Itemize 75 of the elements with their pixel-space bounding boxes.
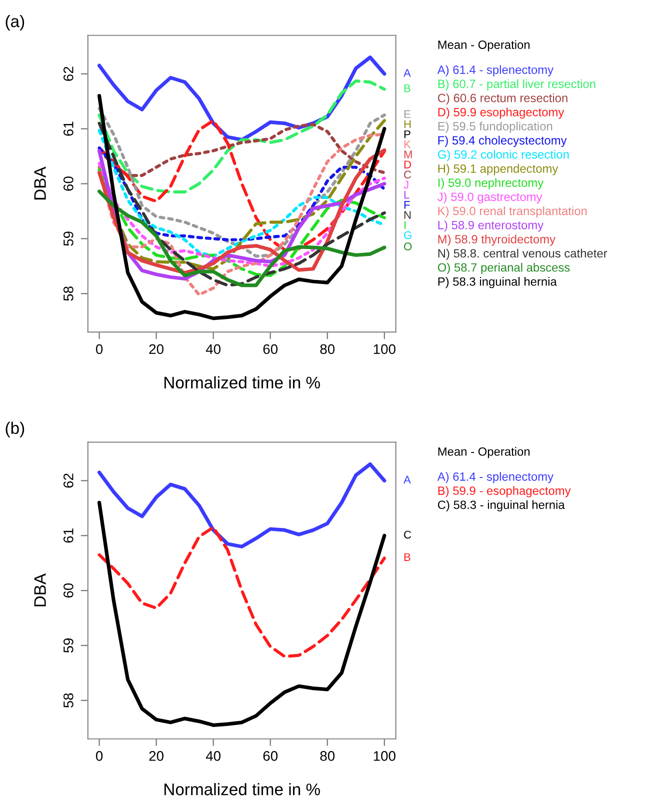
text: L [404, 190, 410, 199]
y-tick-label: 61 [64, 528, 74, 543]
y-tick-label: 58 [64, 693, 74, 708]
text: P [404, 130, 410, 138]
x-tick-label: 40 [206, 751, 221, 761]
text: J) 59.0 gastrectomy [438, 192, 542, 204]
text: A [404, 476, 411, 484]
x-tick-label: 80 [320, 344, 335, 354]
text: O) 58.7 perianal abscess [438, 262, 570, 274]
text: L) 58.9 enterostomy [438, 220, 544, 232]
text: D [404, 160, 411, 168]
text: H) 59.1 appendectomy [438, 164, 558, 176]
y-tick-label: 62 [64, 474, 74, 488]
text: C [404, 530, 412, 539]
x-tick-label: 60 [263, 751, 278, 761]
text: A) 61.4 - splenectomy [437, 472, 554, 484]
x-tick-label: 0 [96, 751, 103, 761]
line-series [98, 79, 386, 194]
x-axis-title: Normalized time in % [164, 376, 320, 388]
text: I [404, 221, 406, 229]
y-tick-label: 59 [64, 638, 74, 653]
text: M) 58.9 thyroidectomy [438, 234, 556, 246]
line-series [98, 526, 386, 658]
line-series [98, 146, 386, 242]
text: B) 59.9 - esophagectomy [438, 486, 571, 498]
line-series [97, 462, 386, 548]
legend-title: Mean - Operation [438, 40, 530, 52]
text: E [404, 110, 410, 118]
text: A) 61.4 - splenectomy [437, 65, 554, 76]
chart-title: (a) [6, 14, 24, 30]
x-axis-title: Normalized time in % [164, 783, 320, 796]
text: J [404, 180, 408, 189]
y-tick-label: 60 [64, 176, 74, 191]
y-axis-title: DBA [34, 166, 46, 200]
y-tick-label: 58 [64, 286, 74, 301]
text: F) 59.4 cholecystectomy [438, 136, 567, 147]
text: N) 58.8. central venous catheter [438, 248, 608, 260]
text: E) 59.5 fundoplication [438, 122, 552, 133]
x-tick-label: 100 [374, 344, 396, 354]
x-tick-label: 60 [263, 344, 278, 354]
text: K [404, 140, 411, 148]
x-tick-label: 100 [374, 751, 396, 761]
text: F [404, 201, 410, 209]
text: P) 58.3 inguinal hernia [438, 277, 557, 288]
y-tick-label: 61 [64, 122, 74, 136]
legend-title: Mean - Operation [438, 447, 530, 458]
text: B [404, 553, 410, 561]
x-tick-label: 20 [149, 751, 164, 761]
y-tick-label: 62 [64, 66, 74, 81]
text: D) 59.9 esophagectomy [438, 108, 564, 119]
y-tick-label: 59 [64, 232, 74, 246]
text: B [404, 84, 410, 92]
text: B) 60.7 - partial liver resection [438, 79, 596, 90]
x-tick-label: 80 [320, 751, 335, 761]
chart-title: (b) [6, 422, 24, 438]
x-tick-label: 20 [149, 344, 164, 354]
text: A [404, 69, 411, 77]
text: O [404, 242, 412, 250]
text: C) 60.6 rectum resection [438, 93, 568, 105]
y-axis-title: DBA [34, 573, 46, 606]
text: G [404, 231, 412, 240]
text: N [404, 211, 411, 219]
text: M [404, 150, 412, 158]
text: C [404, 170, 412, 179]
text: H [404, 120, 411, 128]
line-series [97, 190, 386, 288]
x-tick-label: 0 [96, 344, 103, 354]
line-series [97, 94, 386, 320]
x-tick-label: 40 [206, 344, 221, 354]
text: I) 59.0 nephrectomy [438, 178, 544, 190]
text: C) 58.3 - inguinal hernia [438, 500, 565, 512]
line-series [97, 500, 386, 727]
text: K) 59.0 renal transplantation [438, 206, 587, 218]
y-tick-label: 60 [64, 583, 74, 598]
text: G) 59.2 colonic resection [438, 150, 569, 162]
